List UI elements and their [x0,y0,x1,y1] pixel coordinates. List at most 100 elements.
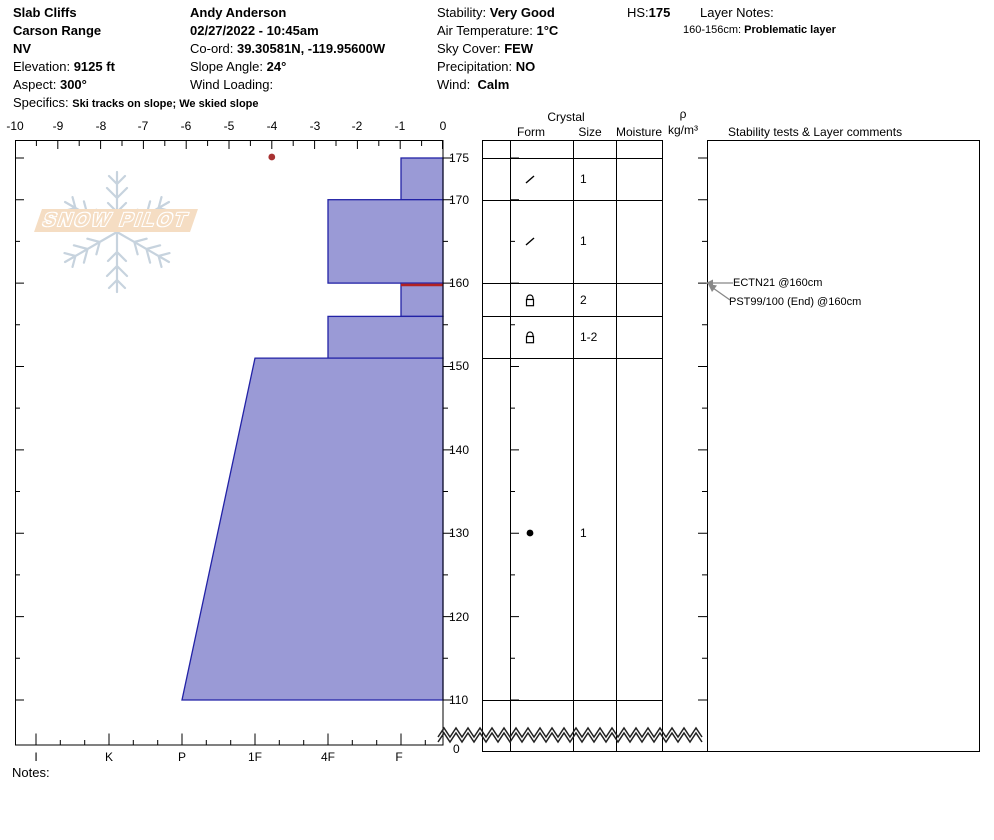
depth-label-110: 110 [449,693,469,707]
slope-angle-value: 24° [266,59,287,74]
sky-cover-label: Sky Cover: [437,41,505,56]
depth-axis-break-zigzag [437,726,703,744]
aspect-label: Aspect: [13,77,60,92]
row-line-156 [482,316,663,317]
header-hs-block: HS:175 [627,4,670,22]
wind-label: Wind: [437,77,474,92]
stability-label: Stability: [437,5,490,20]
density-column-depth-ticks [698,157,707,701]
hardness-label-1F: 1F [247,750,263,764]
layer-bar-156-151 [327,315,444,359]
depth-label-170: 170 [449,193,470,207]
hardness-axis-major-ticks [35,733,402,745]
grain-size-cell: 1-2 [580,330,598,344]
surface-temp-point [268,153,276,161]
form-header: Form [517,125,545,139]
table-left-border [482,140,483,751]
depth-label-140: 140 [449,443,470,457]
specifics-line: Specifics: Ski tracks on slope; We skied… [13,94,259,113]
slope-angle-line: Slope Angle: 24° [190,58,385,76]
layer-bar-170-160 [327,199,444,284]
header-layer-notes-block: Layer Notes: [700,4,774,22]
hardness-label-F: F [395,750,403,764]
state: NV [13,41,32,56]
form-column-left-border [510,140,511,751]
temp-tick-label: -3 [309,119,321,133]
row-line-110 [482,700,663,701]
layer-note-line: 160-156cm: Problematic layer [683,24,836,36]
aspect-line: Aspect: 300° [13,76,259,94]
wind-loading-line: Wind Loading: [190,76,385,94]
stability-tests-header: Stability tests & Layer comments [728,125,903,139]
layer-bar-175-170 [400,157,444,201]
layer-bar-160-156 [400,282,444,318]
moisture-header: Moisture [615,125,663,139]
hardness-label-4F: 4F [320,750,336,764]
hs-line: HS:175 [627,4,670,22]
precip-line: Precipitation: NO [437,58,558,76]
depth-label-130: 130 [449,526,470,540]
slope-angle-label: Slope Angle: [190,59,267,74]
grain-size-cell: 1 [580,526,587,540]
notes-label: Notes: [12,765,50,780]
size-moisture-divider [616,140,617,751]
depth-left-minor-ticks [16,240,20,659]
crystal-header: Crystal [547,110,585,124]
row-line-151 [482,358,663,359]
sky-cover-line: Sky Cover: FEW [437,40,558,58]
row-line-175 [482,158,663,159]
grain-size-cell: 1 [580,172,587,186]
coord-value: 39.30581N, -119.95600W [236,41,386,56]
depth-label-0: 0 [453,742,460,756]
header-weather-block: Stability: Very Good Air Temperature: 1°… [437,4,558,94]
temp-tick-label: -9 [52,119,64,133]
depth-right-major-ticks [443,157,452,701]
temp-axis-major-ticks [15,141,443,149]
hardness-label-P: P [177,750,187,764]
temp-axis-minor-ticks [35,141,423,146]
density-units-header: kg/m³ [668,123,698,137]
table-top-border [482,140,663,141]
wind-value: Calm [477,77,510,92]
stability-test-result: ECTN21 @160cm [733,277,823,289]
layer-bars [181,157,444,701]
form-size-divider [573,140,574,751]
site-name: Slab Cliffs [13,5,77,20]
stability-line: Stability: Very Good [437,4,558,22]
row-line-160 [482,283,663,284]
row-line-170 [482,200,663,201]
depth-label-120: 120 [449,610,470,624]
stability-panel-left-border [707,140,708,751]
chart-border [15,140,444,746]
layer-note-text: Problematic layer [744,24,836,36]
air-temp-label: Air Temperature: [437,23,537,38]
test-annotation-arrows [706,279,733,301]
grain-size-cell: 2 [580,293,587,307]
temp-tick-label: -1 [394,119,406,133]
specifics-value: Ski tracks on slope; We skied slope [72,98,259,110]
stability-value: Very Good [489,5,555,20]
grain-form-DF-icon [525,175,535,184]
observer-name: Andy Anderson [190,5,287,20]
elevation-line: Elevation: 9125 ft [13,58,259,76]
depth-left-major-ticks [16,157,24,701]
layer-notes-label: Layer Notes: [700,5,774,20]
precip-value: NO [515,59,536,74]
grain-form-FC-icon [525,331,535,344]
wind-loading-label: Wind Loading: [190,77,274,92]
mountain-range: Carson Range [13,23,102,38]
moisture-right-border [662,140,663,751]
precip-label: Precipitation: [437,59,516,74]
depth-label-175: 175 [449,151,470,165]
header-location-block: Slab Cliffs Carson Range NV Elevation: 9… [13,4,259,113]
header-observer-block: Andy Anderson 02/27/2022 - 10:45am Co-or… [190,4,385,94]
observation-datetime: 02/27/2022 - 10:45am [190,23,319,38]
temp-tick-label: -10 [6,119,24,133]
grain-form-RG-icon [526,529,534,537]
depth-label-150: 150 [449,359,470,373]
temp-tick-label: -5 [223,119,235,133]
density-symbol-header: ρ [679,107,687,121]
air-temp-line: Air Temperature: 1°C [437,22,558,40]
hardness-label-I: I [34,750,38,764]
